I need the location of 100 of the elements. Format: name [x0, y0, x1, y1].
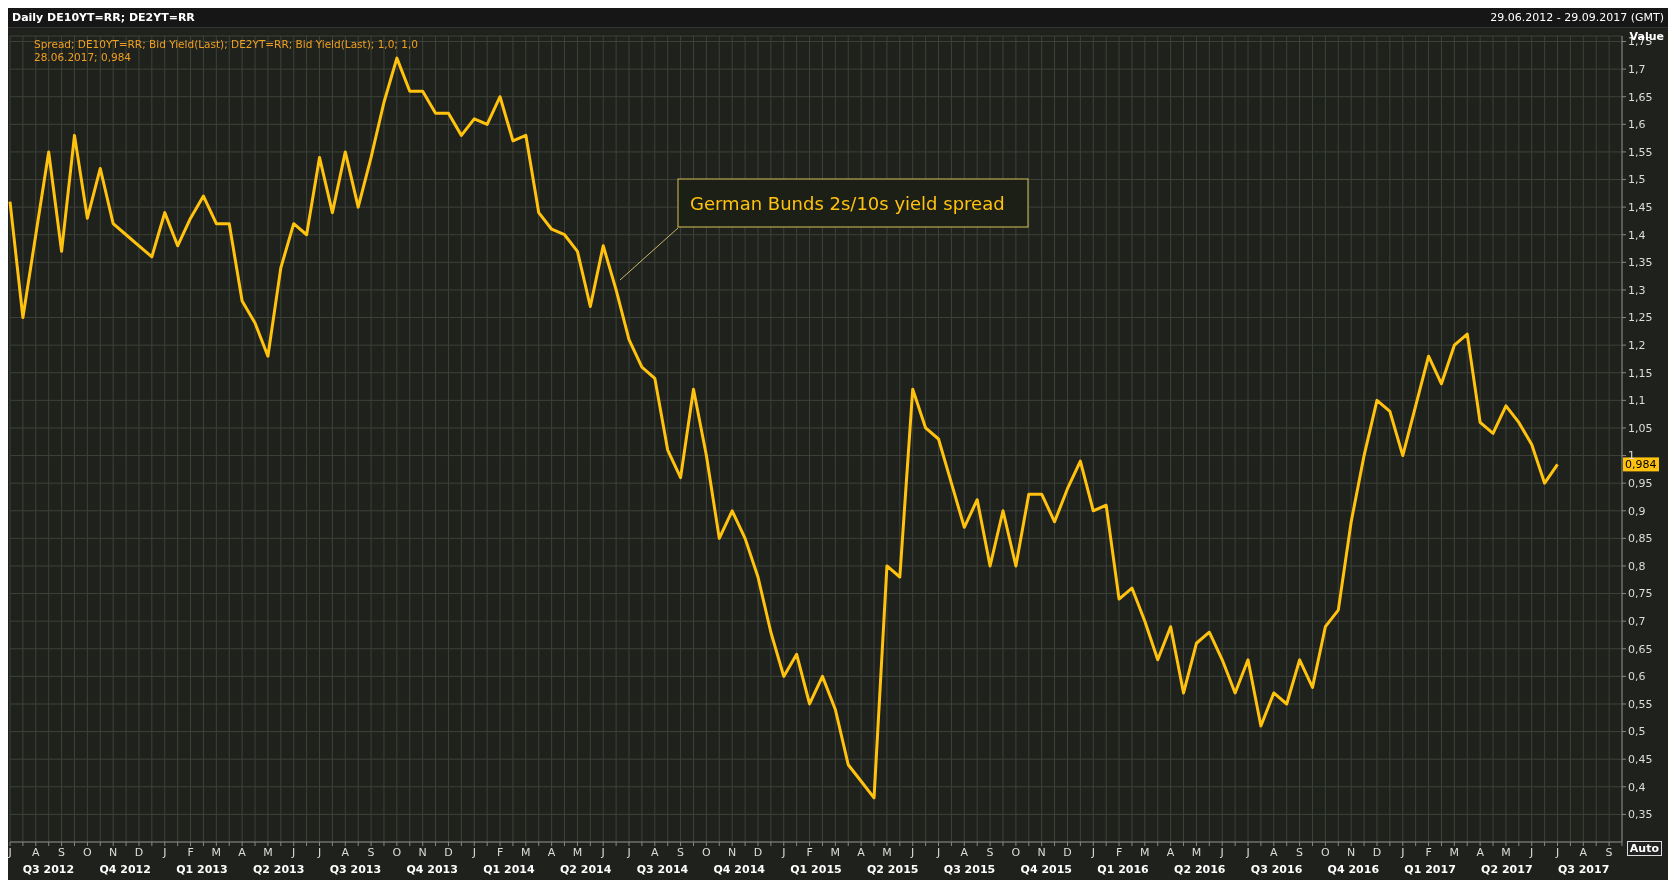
x-tick-label: A	[1476, 845, 1485, 859]
text: Q2 2016	[1174, 863, 1226, 876]
x-tick-label: S	[1605, 845, 1613, 859]
auto-button: Auto	[1626, 841, 1662, 856]
annotation: 0,984	[1625, 458, 1657, 472]
x-tick-label: M	[1449, 845, 1460, 859]
y-tick-label: 0,35	[1628, 808, 1653, 822]
x-tick-label: A	[1579, 845, 1588, 859]
x-tick-label: A	[341, 845, 350, 859]
y-tick-label: 1,1	[1628, 394, 1646, 408]
y-tick-label: 0,45	[1628, 753, 1653, 767]
y-tick-label: 0,75	[1628, 587, 1653, 601]
y-tick-label: 1,15	[1628, 366, 1653, 380]
text: Q3 2014	[636, 863, 689, 876]
x-tick-label: J	[1090, 845, 1095, 859]
text: Q1 2017	[1404, 863, 1456, 876]
x-tick-label: M	[1191, 845, 1202, 859]
text: Q1 2013	[176, 863, 228, 876]
y-tick-label: 1,35	[1628, 256, 1653, 270]
x-tick-label: D	[444, 845, 453, 859]
x-tick-label: J	[781, 845, 786, 859]
x-tick-label: S	[677, 845, 685, 859]
text: Q3 2017	[1557, 863, 1610, 876]
y-tick-label: 1,7	[1628, 63, 1646, 77]
x-tick-label: A	[857, 845, 866, 859]
y-tick-label: 0,55	[1628, 697, 1653, 711]
x-tick-label: D	[134, 845, 144, 859]
y-tick-label: 0,7	[1628, 615, 1646, 629]
x-tick-label: M	[882, 845, 892, 859]
x-tick-label: J	[600, 845, 605, 859]
text: Q2 2014	[559, 863, 612, 876]
text: Q4 2012	[99, 863, 151, 876]
text: Q4 2013	[406, 863, 458, 876]
x-tick-label: F	[1115, 845, 1123, 859]
x-tick-label: J	[316, 845, 322, 859]
x-tick-label: A	[960, 845, 969, 859]
x-tick-label: O	[1011, 845, 1021, 859]
x-tick-label: S	[986, 845, 994, 859]
x-tick-label: M	[211, 845, 222, 859]
x-tick-label: D	[1063, 845, 1072, 859]
x-tick-label: J	[162, 845, 167, 859]
x-tick-label: M	[521, 845, 531, 859]
x-tick-label: N	[1347, 845, 1356, 859]
text: Q1 2015	[790, 863, 842, 876]
y-tick-label: 1,05	[1628, 421, 1653, 435]
x-tick-label: M	[1501, 845, 1511, 859]
y-tick-label: 1,2	[1628, 339, 1646, 353]
text: Q3 2016	[1250, 863, 1303, 876]
x-tick-label: O	[392, 845, 402, 859]
y-tick-label: 1,55	[1628, 145, 1653, 159]
chart-subtitle: 29.06.2012 - 29.09.2017 (GMT)	[1490, 11, 1664, 24]
annotation: 28.06.2017; 0,984	[34, 51, 133, 64]
text: Q1 2016	[1097, 863, 1149, 876]
x-tick-label: D	[1372, 845, 1382, 859]
text: Q2 2015	[867, 863, 919, 876]
x-tick-label: S	[58, 845, 66, 859]
x-tick-label: A	[1270, 845, 1279, 859]
x-tick-label: N	[728, 845, 737, 859]
y-tick-label: 1,25	[1628, 311, 1653, 325]
x-tick-label: O	[702, 845, 712, 859]
y-tick-label: 0,8	[1628, 559, 1646, 573]
y-tick-label: 1,3	[1628, 283, 1646, 297]
x-tick-label: D	[753, 845, 763, 859]
y-tick-label: 1,6	[1628, 118, 1646, 132]
text: Q3 2015	[943, 863, 996, 876]
text: Q3 2012	[22, 863, 75, 876]
text: Q3 2013	[329, 863, 382, 876]
text: Q4 2014	[713, 863, 765, 876]
y-tick-label: 0,5	[1628, 725, 1646, 739]
y-tick-label: 0,65	[1628, 642, 1653, 656]
x-tick-label: N	[418, 845, 427, 859]
x-tick-label: F	[1425, 845, 1432, 859]
x-tick-label: J	[1219, 845, 1224, 859]
x-tick-label: F	[496, 845, 504, 859]
x-tick-label: M	[572, 845, 583, 859]
x-tick-label: J	[291, 845, 296, 859]
text: Q1 2014	[483, 863, 535, 876]
x-tick-label: J	[7, 845, 12, 859]
x-tick-label: A	[1166, 845, 1175, 859]
x-tick-label: J	[626, 845, 631, 859]
x-tick-label: J	[1245, 845, 1250, 859]
x-tick-label: A	[238, 845, 247, 859]
x-tick-label: J	[1554, 845, 1560, 859]
y-tick-label: 0,9	[1628, 504, 1646, 518]
y-tick-label: 1,45	[1628, 201, 1653, 215]
y-tick-label: 0,6	[1628, 670, 1646, 684]
x-tick-label: F	[806, 845, 813, 859]
text: Q2 2017	[1481, 863, 1533, 876]
x-tick-label: M	[830, 845, 841, 859]
callout-box: German Bunds 2s/10s yield spread	[618, 178, 1038, 283]
x-tick-label: N	[1037, 845, 1046, 859]
x-tick-label: J	[471, 845, 476, 859]
x-tick-label: J	[910, 845, 915, 859]
text: Q4 2015	[1020, 863, 1073, 876]
y-tick-label: 1,4	[1628, 228, 1646, 242]
x-tick-label: A	[32, 845, 41, 859]
x-tick-label: J	[1400, 845, 1405, 859]
x-tick-label: S	[1296, 845, 1304, 859]
annotation: German Bunds 2s/10s yield spread	[690, 193, 1005, 214]
x-tick-label: M	[263, 845, 273, 859]
